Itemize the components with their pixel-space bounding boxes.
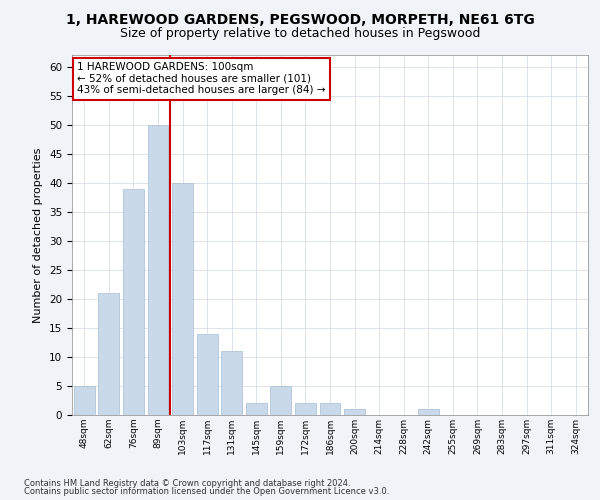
Bar xyxy=(221,351,242,415)
Text: Size of property relative to detached houses in Pegswood: Size of property relative to detached ho… xyxy=(120,28,480,40)
Bar xyxy=(320,404,340,415)
Bar xyxy=(172,182,193,415)
Text: 1 HAREWOOD GARDENS: 100sqm
← 52% of detached houses are smaller (101)
43% of sem: 1 HAREWOOD GARDENS: 100sqm ← 52% of deta… xyxy=(77,62,326,96)
Bar xyxy=(197,334,218,415)
Bar xyxy=(295,404,316,415)
Bar xyxy=(74,386,95,415)
Bar xyxy=(344,409,365,415)
Text: Contains HM Land Registry data © Crown copyright and database right 2024.: Contains HM Land Registry data © Crown c… xyxy=(24,478,350,488)
Bar xyxy=(148,124,169,415)
Y-axis label: Number of detached properties: Number of detached properties xyxy=(34,148,43,322)
Bar xyxy=(98,293,119,415)
Bar xyxy=(418,409,439,415)
Bar xyxy=(246,404,267,415)
Bar xyxy=(123,188,144,415)
Text: 1, HAREWOOD GARDENS, PEGSWOOD, MORPETH, NE61 6TG: 1, HAREWOOD GARDENS, PEGSWOOD, MORPETH, … xyxy=(65,12,535,26)
Bar xyxy=(271,386,292,415)
Text: Contains public sector information licensed under the Open Government Licence v3: Contains public sector information licen… xyxy=(24,487,389,496)
